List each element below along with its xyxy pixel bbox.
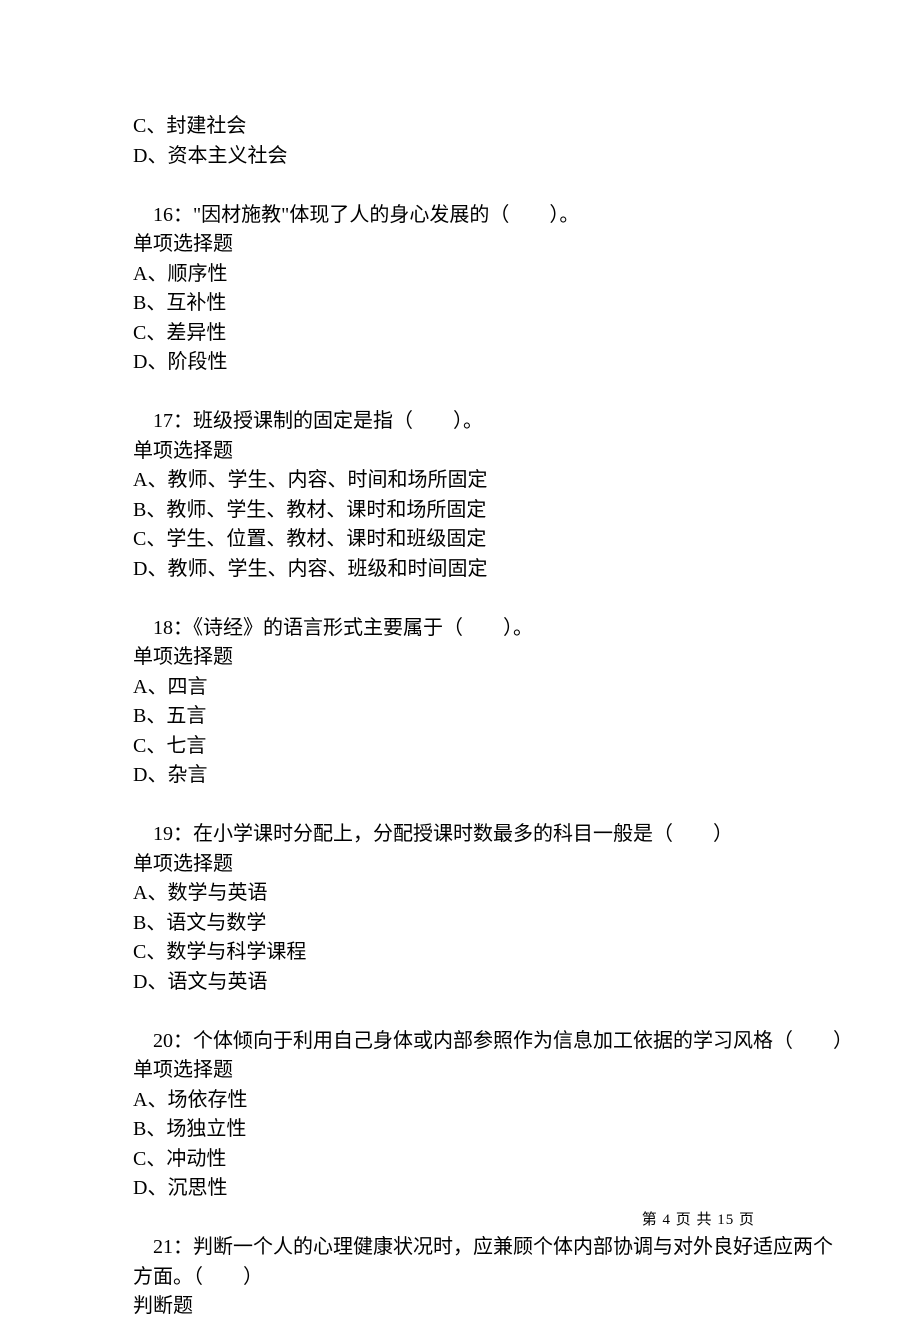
question-text: ：班级授课制的固定是指（ ）。 <box>173 410 483 432</box>
question-number: 16 <box>153 204 173 226</box>
question-stem: 20：个体倾向于利用自己身体或内部参照作为信息加工依据的学习风格（ ） <box>133 1027 790 1057</box>
page-footer: 第 4 页 共 15 页 <box>642 1208 755 1229</box>
question-text: ：《诗经》的语言形式主要属于（ ）。 <box>173 617 533 639</box>
question-number: 19 <box>153 823 173 845</box>
document-body: C、封建社会 D、资本主义社会 16："因材施教"体现了人的身心发展的（ ）。 … <box>133 112 790 1322</box>
blank-line <box>133 584 790 614</box>
option-text: B、五言 <box>133 702 790 732</box>
option-text: D、阶段性 <box>133 348 790 378</box>
option-text: A、教师、学生、内容、时间和场所固定 <box>133 466 790 496</box>
blank-line <box>133 791 790 821</box>
question-type: 单项选择题 <box>133 230 790 260</box>
question-stem: 21：判断一个人的心理健康状况时，应兼顾个体内部协调与对外良好适应两个 <box>133 1233 790 1263</box>
blank-line <box>133 378 790 408</box>
question-stem: 17：班级授课制的固定是指（ ）。 <box>133 407 790 437</box>
blank-line <box>133 997 790 1027</box>
option-text: C、七言 <box>133 732 790 762</box>
question-type: 判断题 <box>133 1292 790 1322</box>
option-text: A、顺序性 <box>133 260 790 290</box>
option-text: B、教师、学生、教材、课时和场所固定 <box>133 496 790 526</box>
option-text: C、学生、位置、教材、课时和班级固定 <box>133 525 790 555</box>
option-text: C、冲动性 <box>133 1145 790 1175</box>
option-text: D、语文与英语 <box>133 968 790 998</box>
question-type: 单项选择题 <box>133 437 790 467</box>
option-text: D、沉思性 <box>133 1174 790 1204</box>
option-text: B、场独立性 <box>133 1115 790 1145</box>
option-text: C、数学与科学课程 <box>133 938 790 968</box>
question-stem: 16："因材施教"体现了人的身心发展的（ ）。 <box>133 201 790 231</box>
option-text: B、语文与数学 <box>133 909 790 939</box>
question-stem: 19：在小学课时分配上，分配授课时数最多的科目一般是（ ） <box>133 820 790 850</box>
question-number: 18 <box>153 617 173 639</box>
question-number: 20 <box>153 1030 173 1052</box>
question-number: 21 <box>153 1236 173 1258</box>
question-type: 单项选择题 <box>133 1056 790 1086</box>
question-type: 单项选择题 <box>133 850 790 880</box>
question-number: 17 <box>153 410 173 432</box>
option-text: B、互补性 <box>133 289 790 319</box>
question-text: ：判断一个人的心理健康状况时，应兼顾个体内部协调与对外良好适应两个 <box>173 1236 833 1258</box>
option-text: D、杂言 <box>133 761 790 791</box>
question-text: ："因材施教"体现了人的身心发展的（ ）。 <box>173 204 579 226</box>
question-type: 单项选择题 <box>133 643 790 673</box>
option-text: D、资本主义社会 <box>133 142 790 172</box>
question-text: ：在小学课时分配上，分配授课时数最多的科目一般是（ ） <box>173 823 733 845</box>
option-text: C、差异性 <box>133 319 790 349</box>
blank-line <box>133 171 790 201</box>
option-text: A、数学与英语 <box>133 879 790 909</box>
option-text: A、场依存性 <box>133 1086 790 1116</box>
option-text: C、封建社会 <box>133 112 790 142</box>
option-text: A、四言 <box>133 673 790 703</box>
option-text: D、教师、学生、内容、班级和时间固定 <box>133 555 790 585</box>
question-stem: 18：《诗经》的语言形式主要属于（ ）。 <box>133 614 790 644</box>
question-text: ：个体倾向于利用自己身体或内部参照作为信息加工依据的学习风格（ ） <box>173 1030 853 1052</box>
question-stem-continued: 方面。（ ） <box>133 1263 790 1293</box>
